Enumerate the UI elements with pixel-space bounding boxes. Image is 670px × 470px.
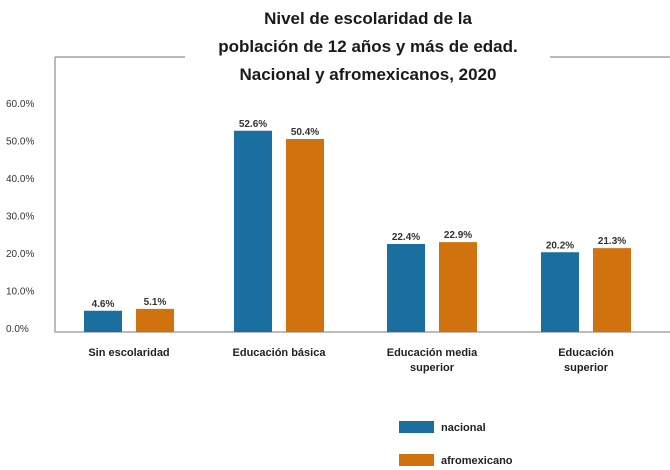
legend: nacional afromexicano	[399, 421, 513, 467]
legend-label: afromexicano	[441, 455, 513, 467]
category-label: Educación media	[387, 347, 478, 359]
category-label: superior	[564, 362, 609, 374]
legend-label: nacional	[441, 422, 486, 434]
y-tick-label: 20.0%	[6, 249, 34, 260]
data-label: 5.1%	[144, 297, 167, 308]
bar-afromexicano	[593, 248, 631, 332]
bar-nacional	[234, 130, 272, 332]
y-tick-label: 10.0%	[6, 287, 34, 298]
bars: 4.6% 52.6% 22.4% 20.2% 5.1% 50.4% 22.9% 21.3%	[84, 119, 631, 332]
legend-swatch	[399, 421, 434, 433]
data-label: 22.9%	[444, 230, 472, 241]
chart-title: Nivel de escolaridad de la población de …	[218, 9, 517, 84]
bar-afromexicano	[439, 242, 477, 332]
y-tick-label: 30.0%	[6, 212, 34, 223]
data-label: 20.2%	[546, 240, 574, 251]
y-tick-label: 60.0%	[6, 99, 34, 110]
data-label: 21.3%	[598, 236, 626, 247]
data-label: 50.4%	[291, 127, 319, 138]
legend-swatch	[399, 454, 434, 466]
bar-nacional	[541, 252, 579, 332]
category-labels: Sin escolaridad Educación básica Educación…	[88, 347, 614, 374]
category-label: superior	[410, 362, 455, 374]
category-label: Sin escolaridad	[88, 347, 169, 359]
y-tick-label: 40.0%	[6, 174, 34, 185]
title-line-1: Nivel de escolaridad de la	[264, 9, 472, 28]
y-tick-label: 50.0%	[6, 137, 34, 148]
title-line-2: población de 12 años y más de edad.	[218, 37, 517, 56]
title-line-3: Nacional y afromexicanos, 2020	[239, 65, 496, 84]
category-label: Educación	[558, 347, 614, 359]
data-label: 52.6%	[239, 119, 267, 130]
data-label: 4.6%	[92, 299, 115, 310]
bar-nacional	[387, 244, 425, 332]
y-tick-label: 0.0%	[6, 324, 29, 335]
bar-nacional	[84, 310, 122, 332]
bar-afromexicano	[286, 139, 324, 332]
bar-afromexicano	[136, 308, 174, 332]
category-label: Educación básica	[233, 347, 327, 359]
data-label: 22.4%	[392, 232, 420, 243]
